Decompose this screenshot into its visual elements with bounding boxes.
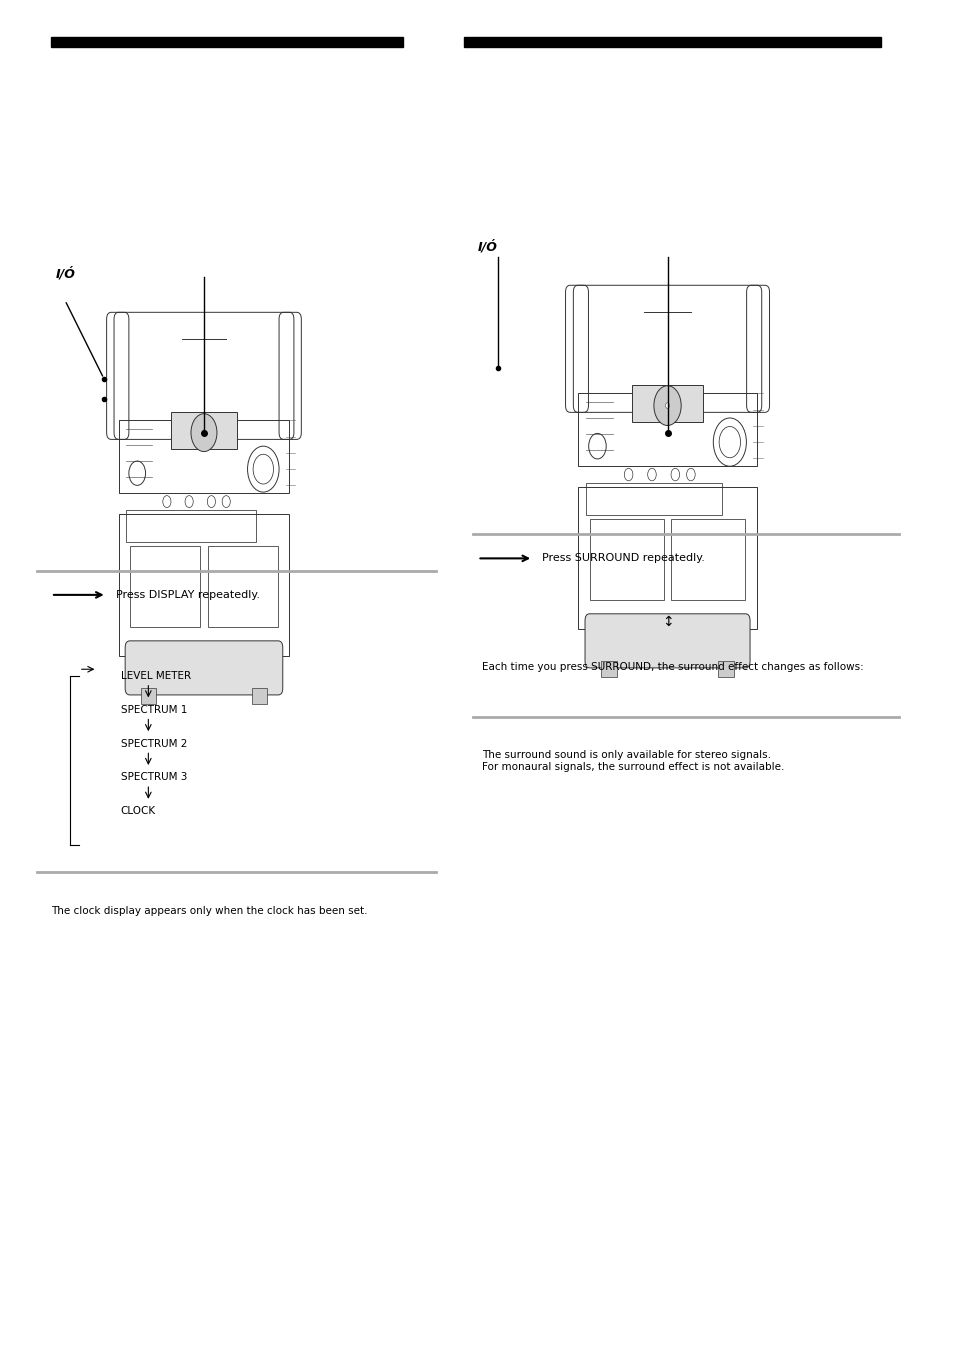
Text: The clock display appears only when the clock has been set.: The clock display appears only when the … xyxy=(51,906,367,915)
Text: CLOCK: CLOCK xyxy=(120,806,155,817)
Bar xyxy=(600,661,617,677)
Bar xyxy=(130,546,200,627)
Text: SPECTRUM 3: SPECTRUM 3 xyxy=(120,772,187,783)
Text: I/Ó: I/Ó xyxy=(476,239,497,253)
Bar xyxy=(126,510,255,542)
Bar xyxy=(671,519,744,600)
Text: Press SURROUND repeatedly.: Press SURROUND repeatedly. xyxy=(542,553,704,564)
FancyBboxPatch shape xyxy=(125,641,282,695)
Bar xyxy=(463,37,880,47)
Circle shape xyxy=(653,385,680,426)
Bar xyxy=(585,483,721,515)
Bar xyxy=(141,688,155,704)
FancyBboxPatch shape xyxy=(584,614,749,668)
Circle shape xyxy=(191,414,216,452)
Bar xyxy=(632,385,701,422)
Bar xyxy=(589,519,663,600)
Text: The surround sound is only available for stereo signals.
For monaural signals, t: The surround sound is only available for… xyxy=(481,750,783,772)
Text: Each time you press SURROUND, the surround effect changes as follows:: Each time you press SURROUND, the surrou… xyxy=(481,662,863,672)
Text: SPECTRUM 1: SPECTRUM 1 xyxy=(120,704,187,715)
Text: I/Ó: I/Ó xyxy=(55,266,75,280)
Circle shape xyxy=(665,403,669,408)
Text: SPECTRUM 2: SPECTRUM 2 xyxy=(120,738,187,749)
Text: ↕: ↕ xyxy=(661,615,673,629)
Text: LEVEL METER: LEVEL METER xyxy=(120,671,191,681)
Text: Press DISPLAY repeatedly.: Press DISPLAY repeatedly. xyxy=(115,589,259,600)
Bar xyxy=(718,661,733,677)
Bar xyxy=(171,412,237,449)
Bar xyxy=(208,546,278,627)
Circle shape xyxy=(202,430,206,435)
Bar xyxy=(252,688,267,704)
Bar xyxy=(51,37,403,47)
